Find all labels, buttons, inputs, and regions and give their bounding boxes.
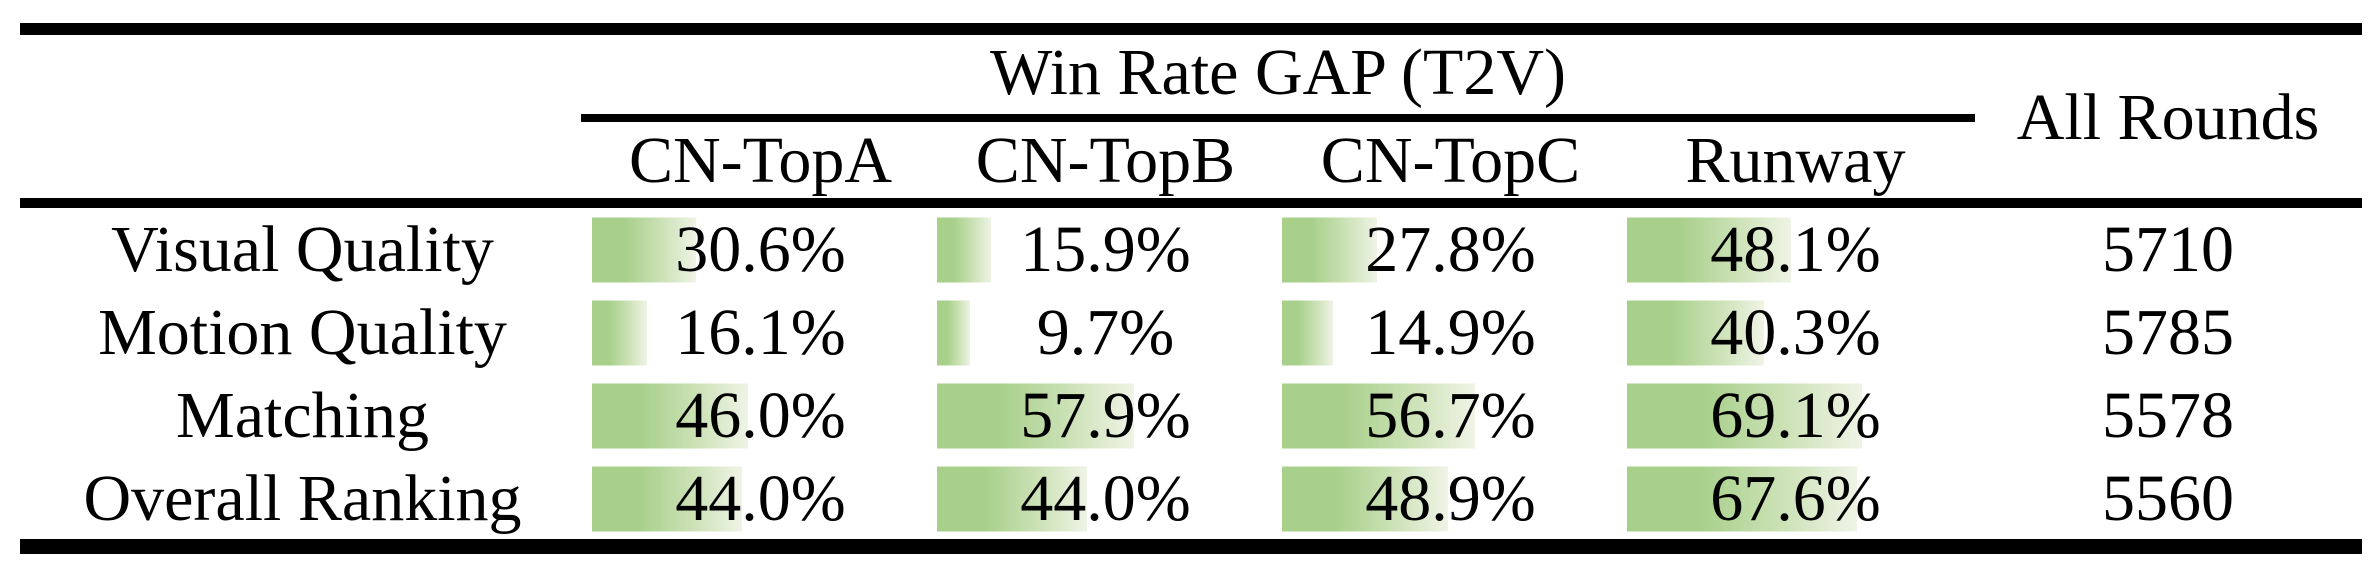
column-header-cn-topc: CN-TopC xyxy=(1320,124,1581,197)
win-rate-bar xyxy=(937,383,1134,448)
win-rate-value: 57.9% xyxy=(1020,378,1191,452)
all-rounds-value: 5785 xyxy=(2102,295,2234,369)
win-rate-value: 30.6% xyxy=(675,212,846,286)
win-rate-value: 48.9% xyxy=(1365,461,1536,535)
win-rate-value: 48.1% xyxy=(1710,212,1881,286)
table-cell: 15.9% xyxy=(933,208,1278,291)
table-cell: 44.0% xyxy=(933,457,1278,540)
table-cell: 44.0% xyxy=(588,457,933,540)
win-rate-value: 16.1% xyxy=(675,295,846,369)
row-label-motion-quality: Motion Quality xyxy=(98,295,507,369)
table-cell: 48.1% xyxy=(1623,208,1968,291)
win-rate-bar xyxy=(1627,217,1791,282)
win-rate-value: 69.1% xyxy=(1710,378,1881,452)
group-header-title: Win Rate GAP (T2V) xyxy=(990,36,1566,109)
table-cell: 27.8% xyxy=(1278,208,1623,291)
win-rate-bar xyxy=(1627,466,1857,531)
all-rounds-value: 5560 xyxy=(2102,461,2234,535)
table-cell: 69.1% xyxy=(1623,374,1968,457)
table-cell: 16.1% xyxy=(588,291,933,374)
win-rate-bar xyxy=(592,300,647,365)
table-cell: 9.7% xyxy=(933,291,1278,374)
win-rate-value: 15.9% xyxy=(1020,212,1191,286)
column-header-all-rounds: All Rounds xyxy=(2016,81,2320,154)
win-rate-bar xyxy=(1627,300,1765,365)
table-cell: 46.0% xyxy=(588,374,933,457)
win-rate-bar xyxy=(1282,217,1377,282)
row-label-matching: Matching xyxy=(176,378,429,452)
column-header-cn-topb: CN-TopB xyxy=(975,124,1236,197)
table-cell: 56.7% xyxy=(1278,374,1623,457)
all-rounds-value: 5578 xyxy=(2102,378,2234,452)
win-rate-bar xyxy=(592,217,697,282)
row-label-overall-ranking: Overall Ranking xyxy=(83,461,522,535)
row-label-visual-quality: Visual Quality xyxy=(111,212,494,286)
win-rate-bar xyxy=(1282,383,1475,448)
table-cell: 14.9% xyxy=(1278,291,1623,374)
table-cell: 48.9% xyxy=(1278,457,1623,540)
win-rate-value: 67.6% xyxy=(1710,461,1881,535)
win-rate-value: 56.7% xyxy=(1365,378,1536,452)
win-rate-value: 44.0% xyxy=(675,461,846,535)
all-rounds-value: 5710 xyxy=(2102,212,2234,286)
win-rate-bar xyxy=(1282,466,1449,531)
win-rate-value: 14.9% xyxy=(1365,295,1536,369)
win-rate-bar xyxy=(937,466,1087,531)
win-rate-bar xyxy=(937,300,970,365)
win-rate-bar xyxy=(1627,383,1862,448)
win-rate-bar xyxy=(592,383,749,448)
header-bottom-rule xyxy=(20,198,2362,208)
win-rate-value: 44.0% xyxy=(1020,461,1191,535)
table-top-rule xyxy=(20,23,2362,35)
win-rate-bar xyxy=(592,466,742,531)
win-rate-bar xyxy=(937,217,992,282)
table-cell: 40.3% xyxy=(1623,291,1968,374)
win-rate-value: 46.0% xyxy=(675,378,846,452)
win-rate-value: 40.3% xyxy=(1710,295,1881,369)
win-rate-value: 9.7% xyxy=(1036,295,1175,369)
group-header-underline xyxy=(581,114,1975,122)
table-cell: 57.9% xyxy=(933,374,1278,457)
column-header-cn-topa: CN-TopA xyxy=(628,124,893,197)
table-bottom-rule xyxy=(20,539,2362,554)
table-cell: 67.6% xyxy=(1623,457,1968,540)
column-header-runway: Runway xyxy=(1685,124,1906,197)
win-rate-bar xyxy=(1282,300,1333,365)
win-rate-value: 27.8% xyxy=(1365,212,1536,286)
table-cell: 30.6% xyxy=(588,208,933,291)
